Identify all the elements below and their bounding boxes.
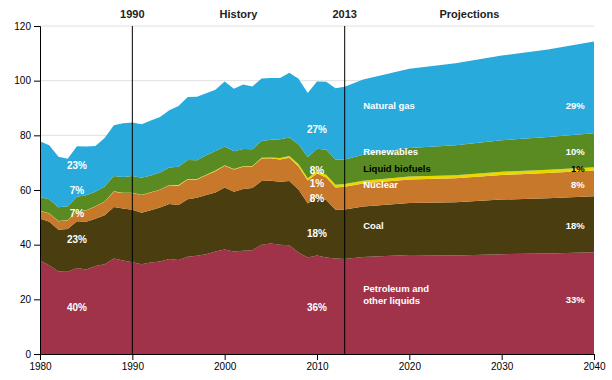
share-label: 8% xyxy=(310,165,325,176)
y-tick: 100 xyxy=(14,75,40,86)
y-tick: 40 xyxy=(20,239,40,250)
header-label: 2013 xyxy=(332,8,356,20)
x-tick-mark xyxy=(594,354,595,360)
x-tick-mark xyxy=(317,354,318,360)
band-label-line: other liquids xyxy=(363,294,420,305)
reference-line xyxy=(344,26,345,354)
share-label: 23% xyxy=(67,234,87,245)
x-tick-label: 1980 xyxy=(29,361,52,372)
grid-line xyxy=(40,26,594,27)
y-tick-mark xyxy=(34,81,40,82)
share-label: 23% xyxy=(67,160,87,171)
band-label: Coal xyxy=(363,220,384,231)
header-label: Projections xyxy=(439,8,499,20)
x-axis-line xyxy=(41,355,595,361)
x-tick-label: 1990 xyxy=(122,361,145,372)
y-tick-mark xyxy=(34,299,40,300)
header-label: History xyxy=(220,8,259,20)
share-label: 1% xyxy=(310,178,325,189)
band-share-label: 1% xyxy=(571,163,585,174)
x-tick-label: 2010 xyxy=(306,361,329,372)
y-tick: 0 xyxy=(25,349,40,360)
reference-line xyxy=(132,26,133,354)
x-tick-label: 2020 xyxy=(399,361,422,372)
band-share-label: 10% xyxy=(566,146,586,157)
chart: 1980199020002010202020302040020406080100… xyxy=(0,0,612,380)
y-tick-label: 0 xyxy=(25,349,31,360)
x-tick-mark xyxy=(225,354,226,360)
band-label: Renewables xyxy=(363,146,418,157)
band-label: Nuclear xyxy=(363,179,398,190)
y-tick-label: 100 xyxy=(14,75,31,86)
band-label-line: Petroleum and xyxy=(363,282,429,293)
y-tick: 60 xyxy=(20,185,40,196)
x-tick-label: 2040 xyxy=(583,361,606,372)
share-label: 7% xyxy=(70,208,85,219)
grid xyxy=(40,26,594,354)
x-axis: 1980 1990 2000 2010 2020 2030 2040 xyxy=(29,354,606,372)
share-label: 36% xyxy=(307,302,327,313)
y-axis: 0 20 40 60 80 100 120 xyxy=(14,21,40,360)
y-tick: 20 xyxy=(20,294,40,305)
x-tick-label: 2000 xyxy=(214,361,237,372)
x-tick-mark xyxy=(132,354,133,360)
x-tick-mark xyxy=(409,354,410,360)
y-tick-label: 40 xyxy=(20,239,32,250)
y-tick-label: 120 xyxy=(14,21,31,32)
x-tick-label: 2030 xyxy=(491,361,514,372)
y-tick-label: 80 xyxy=(20,130,32,141)
share-label: 18% xyxy=(307,228,327,239)
y-tick-label: 60 xyxy=(20,185,32,196)
band-share-label: 29% xyxy=(566,100,586,111)
x-tick: 1990 xyxy=(122,354,145,372)
y-tick-mark xyxy=(34,135,40,136)
share-label: 7% xyxy=(70,185,85,196)
share-label: 40% xyxy=(67,302,87,313)
band-label: Liquid biofuels xyxy=(363,163,431,174)
y-tick: 80 xyxy=(20,130,40,141)
marks xyxy=(40,26,594,354)
band-share-label: 8% xyxy=(571,179,585,190)
y-tick-label: 20 xyxy=(20,294,32,305)
x-tick: 2000 xyxy=(214,354,237,372)
y-axis-line xyxy=(34,27,41,355)
x-tick-mark xyxy=(502,354,503,360)
share-label: 8% xyxy=(310,193,325,204)
labels: 40% 23% 7% 7% 23% 36% 18% 8% 1% 8% 27% Natural gas R… xyxy=(67,8,585,313)
area xyxy=(40,42,594,208)
x-tick: 2020 xyxy=(399,354,422,372)
y-tick-mark xyxy=(34,245,40,246)
band-share-label: 33% xyxy=(566,294,586,305)
band-label: Natural gas xyxy=(363,100,415,111)
y-tick-mark xyxy=(34,354,40,355)
x-tick: 1980 xyxy=(29,354,52,372)
x-tick: 2030 xyxy=(491,354,514,372)
y-tick-mark xyxy=(34,190,40,191)
header-label: 1990 xyxy=(120,8,144,20)
x-tick: 2040 xyxy=(583,354,606,372)
x-tick: 2010 xyxy=(306,354,329,372)
band-share-label: 18% xyxy=(566,220,586,231)
band-label: Petroleum andother liquids xyxy=(363,282,429,305)
plot-area: 1980199020002010202020302040020406080100… xyxy=(14,8,606,372)
y-tick-mark xyxy=(34,26,40,27)
y-tick: 120 xyxy=(14,21,40,32)
share-label: 27% xyxy=(307,124,327,135)
